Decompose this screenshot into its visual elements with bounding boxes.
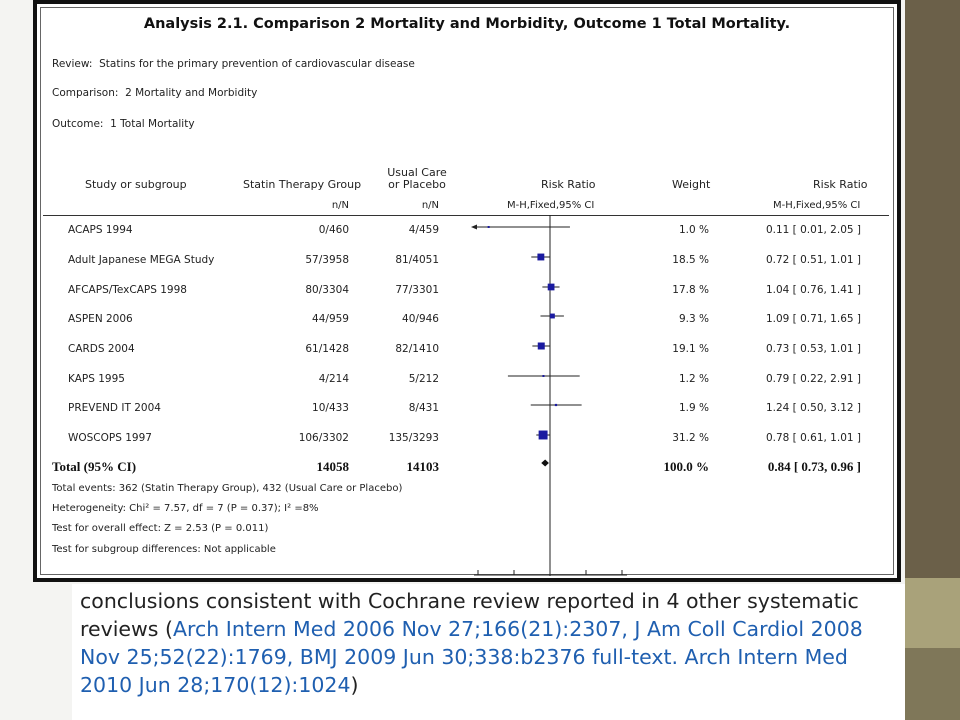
study-name: AFCAPS/TexCAPS 1998 [68,284,187,296]
study-risk-ratio: 0.72 [ 0.51, 1.01 ] [765,254,861,266]
point-estimate-square [537,342,545,350]
footer-overall-effect: Test for overall effect: Z = 2.53 (P = 0… [52,523,269,534]
control-events: 77/3301 [395,284,439,296]
study-risk-ratio: 0.79 [ 0.22, 2.91 ] [765,373,861,385]
conclusion-text: conclusions consistent with Cochrane rev… [80,589,859,641]
study-risk-ratio: 1.24 [ 0.50, 3.12 ] [765,402,861,414]
study-name: Adult Japanese MEGA Study [68,254,215,266]
statin-events: 10/433 [312,402,349,414]
point-estimate-square [538,430,548,440]
header-weight: Weight [672,178,711,191]
point-estimate-square [549,313,555,319]
control-events: 81/4051 [395,254,439,266]
control-events: 4/459 [408,224,439,236]
subheader-plot: M-H,Fixed,95% CI [507,200,595,211]
comparison-label: Comparison: [52,87,119,99]
reference-list: Arch Intern Med 2006 Nov 27;166(21):2307… [80,617,863,697]
control-events: 135/3293 [388,432,439,444]
study-weight: 1.0 % [678,224,709,236]
control-events: 8/431 [408,402,439,414]
statin-events: 57/3958 [305,254,349,266]
total-weight: 100.0 % [663,459,710,474]
study-name: WOSCOPS 1997 [68,432,152,444]
statin-events: 80/3304 [305,284,349,296]
review-line: Review: Statins for the primary preventi… [52,58,415,70]
header-control-line1: Usual Care [387,166,447,179]
study-weight: 18.5 % [672,254,709,266]
header-statin: Statin Therapy Group [243,178,362,191]
comparison-value: 2 Mortality and Morbidity [125,87,258,99]
statin-events: 61/1428 [305,343,349,355]
total-control: 14103 [406,459,440,474]
outcome-label: Outcome: [52,118,104,130]
study-weight: 9.3 % [678,313,709,325]
outcome-value: 1 Total Mortality [110,118,195,130]
header-risk-ratio-plot: Risk Ratio [541,178,596,191]
study-weight: 17.8 % [672,284,709,296]
decorative-block [905,578,960,648]
statin-events: 106/3302 [298,432,349,444]
conclusion-note: conclusions consistent with Cochrane rev… [72,584,905,720]
pooled-estimate-diamond [541,459,549,467]
conclusion-close: ) [350,673,359,697]
subheader-statin: n/N [331,200,349,211]
study-name: KAPS 1995 [68,373,125,385]
header-risk-ratio-value: Risk Ratio [813,178,868,191]
footer-total-events: Total events: 362 (Statin Therapy Group)… [52,483,403,494]
total-statin: 14058 [316,459,350,474]
point-estimate-square [537,253,545,261]
subheader-value: M-H,Fixed,95% CI [773,200,861,211]
point-estimate-square [554,403,558,407]
footer-subgroup-test: Test for subgroup differences: Not appli… [52,544,276,555]
outcome-line: Outcome: 1 Total Mortality [52,118,195,130]
study-risk-ratio: 0.78 [ 0.61, 1.01 ] [765,432,861,444]
analysis-title: Analysis 2.1. Comparison 2 Mortality and… [143,16,791,32]
study-weight: 1.9 % [678,402,709,414]
header-study: Study or subgroup [85,178,187,191]
study-name: PREVEND IT 2004 [68,402,161,414]
total-label: Total (95% CI) [52,459,137,474]
forest-plot-figure: Analysis 2.1. Comparison 2 Mortality and… [33,0,901,582]
footer-heterogeneity: Heterogeneity: Chi² = 7.57, df = 7 (P = … [52,503,319,514]
total-risk-ratio: 0.84 [ 0.73, 0.96 ] [767,459,861,474]
figure-inner-border [40,7,894,575]
header-control: Usual Care or Placebo [377,167,457,191]
control-events: 40/946 [402,313,439,325]
study-weight: 19.1 % [672,343,709,355]
study-name: CARDS 2004 [68,343,135,355]
study-name: ASPEN 2006 [68,313,133,325]
control-events: 82/1410 [395,343,439,355]
study-weight: 31.2 % [672,432,709,444]
subheader-control: n/N [421,200,439,211]
statin-events: 4/214 [318,373,349,385]
forest-plot-graphic [471,215,627,576]
point-estimate-square [542,375,545,377]
point-estimate-square [547,283,555,291]
header-divider [43,215,889,216]
statin-events: 0/460 [318,224,349,236]
study-risk-ratio: 1.09 [ 0.71, 1.65 ] [765,313,861,325]
point-estimate-square [487,226,490,228]
study-weight: 1.2 % [678,373,709,385]
statin-events: 44/959 [312,313,349,325]
study-risk-ratio: 1.04 [ 0.76, 1.41 ] [765,284,861,296]
comparison-line: Comparison: 2 Mortality and Morbidity [52,87,257,99]
study-risk-ratio: 0.73 [ 0.53, 1.01 ] [765,343,861,355]
study-risk-ratio: 0.11 [ 0.01, 2.05 ] [765,224,861,236]
header-control-line2: or Placebo [388,178,446,191]
control-events: 5/212 [408,373,439,385]
review-value: Statins for the primary prevention of ca… [99,58,415,70]
study-name: ACAPS 1994 [68,224,133,236]
decorative-block [905,648,960,720]
ci-arrow [471,224,477,230]
review-label: Review: [52,58,93,70]
